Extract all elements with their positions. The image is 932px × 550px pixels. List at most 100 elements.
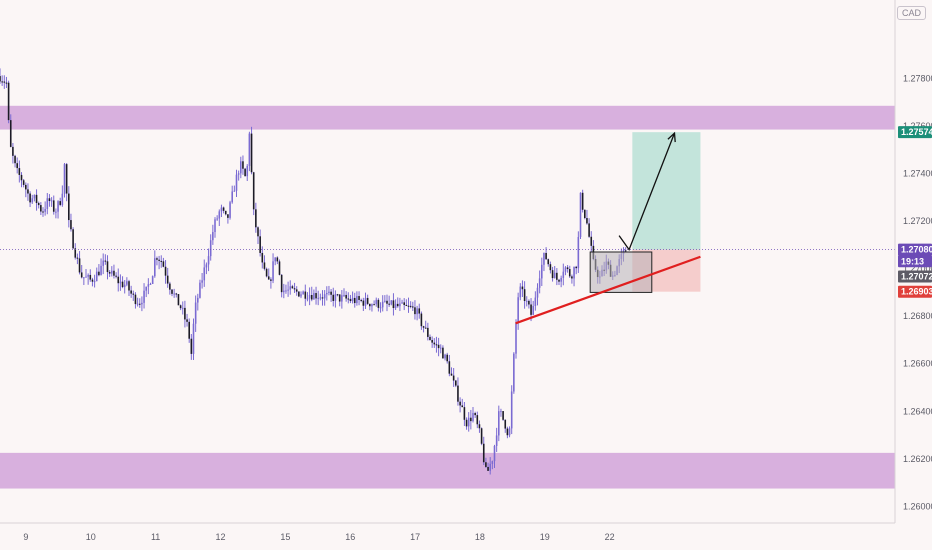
candle-body: [18, 168, 21, 175]
candle-body: [72, 229, 74, 249]
candle-body: [403, 302, 405, 305]
candle-body: [283, 290, 285, 293]
candle-body: [89, 274, 92, 280]
candle-body: [560, 277, 562, 282]
candle-body: [547, 259, 550, 265]
candle-body: [412, 306, 414, 308]
candle-body: [93, 281, 96, 283]
candle-body: [132, 293, 135, 295]
candle-body: [474, 413, 476, 416]
candle-body: [409, 305, 412, 307]
candle-body: [461, 405, 464, 408]
candle-body: [431, 340, 433, 343]
candle-body: [356, 296, 358, 304]
candle-body: [442, 347, 444, 359]
candle-body: [536, 287, 539, 298]
candle-body: [138, 303, 141, 305]
candle-body: [50, 200, 53, 202]
candle-body: [392, 300, 395, 309]
candle-body: [427, 327, 429, 337]
candle-body: [317, 297, 319, 299]
candle-body: [117, 276, 120, 284]
candle-body: [487, 466, 489, 471]
candle-body: [227, 214, 229, 218]
candle-body: [523, 289, 526, 302]
candle-body: [91, 279, 94, 282]
candle-body: [420, 313, 423, 327]
candle-body: [158, 259, 160, 261]
candle-body: [190, 338, 193, 354]
candle-body: [491, 461, 494, 464]
candle-body: [250, 133, 253, 173]
candle-body: [338, 294, 341, 302]
candle-body: [381, 301, 384, 308]
x-tick-label: 12: [215, 532, 225, 542]
currency-badge[interactable]: CAD: [896, 6, 926, 20]
candle-body: [162, 261, 165, 267]
candle-body: [199, 282, 201, 298]
candle-body: [197, 297, 199, 303]
candle-body: [502, 411, 504, 420]
candle-body: [126, 281, 128, 285]
y-tick-label: 1.27400: [903, 169, 932, 179]
candle-body: [37, 202, 40, 206]
candle-body: [151, 276, 154, 284]
candle-body: [130, 290, 132, 294]
candle-body: [530, 304, 532, 315]
candle-body: [504, 419, 507, 429]
candle-body: [489, 463, 491, 471]
candle-body: [214, 219, 216, 233]
price-label-text: 1.27072: [901, 271, 932, 281]
candle-body: [278, 261, 281, 275]
candle-body: [341, 295, 343, 302]
candle-body: [181, 307, 184, 309]
candle-body: [177, 294, 180, 306]
candle-body: [134, 294, 137, 305]
candle-body: [532, 305, 534, 315]
candle-body: [433, 342, 436, 345]
candle-body: [551, 270, 554, 279]
candle-body: [143, 290, 145, 303]
candle-body: [173, 293, 175, 295]
candle-body: [233, 190, 236, 192]
candle-body: [100, 265, 102, 276]
candle-body: [521, 286, 524, 290]
candle-body: [61, 193, 64, 205]
candle-body: [209, 240, 212, 257]
candle-body: [255, 209, 257, 228]
candle-body: [439, 347, 442, 349]
candle-body: [156, 258, 158, 260]
candle-body: [405, 304, 408, 306]
price-label-badge: [898, 126, 932, 139]
candle-body: [463, 407, 466, 420]
y-tick-label: 1.26200: [903, 454, 932, 464]
candle-body: [5, 82, 8, 84]
candle-body: [141, 302, 143, 305]
candle-body: [330, 291, 332, 295]
candle-body: [33, 194, 36, 199]
candle-body: [119, 281, 122, 284]
candle-body: [179, 305, 182, 309]
candle-body: [169, 283, 171, 290]
y-tick-label: 1.27600: [903, 121, 932, 131]
candle-body: [424, 327, 427, 329]
candle-body: [267, 276, 270, 280]
candle-body: [510, 391, 513, 429]
target-zone: [632, 132, 701, 250]
candle-body: [186, 319, 188, 322]
candle-body: [467, 417, 470, 427]
candle-body: [76, 257, 79, 259]
candle-body: [353, 297, 356, 304]
candle-body: [57, 201, 59, 212]
candle-body: [534, 297, 537, 306]
candle-body: [300, 294, 302, 297]
candle-body: [128, 281, 130, 291]
candle-body: [16, 163, 18, 169]
y-tick-label: 1.27200: [903, 216, 932, 226]
candle-body: [575, 266, 577, 269]
projection-arrow-head: [667, 131, 676, 143]
candle-body: [480, 428, 483, 444]
candle-body: [160, 260, 163, 262]
